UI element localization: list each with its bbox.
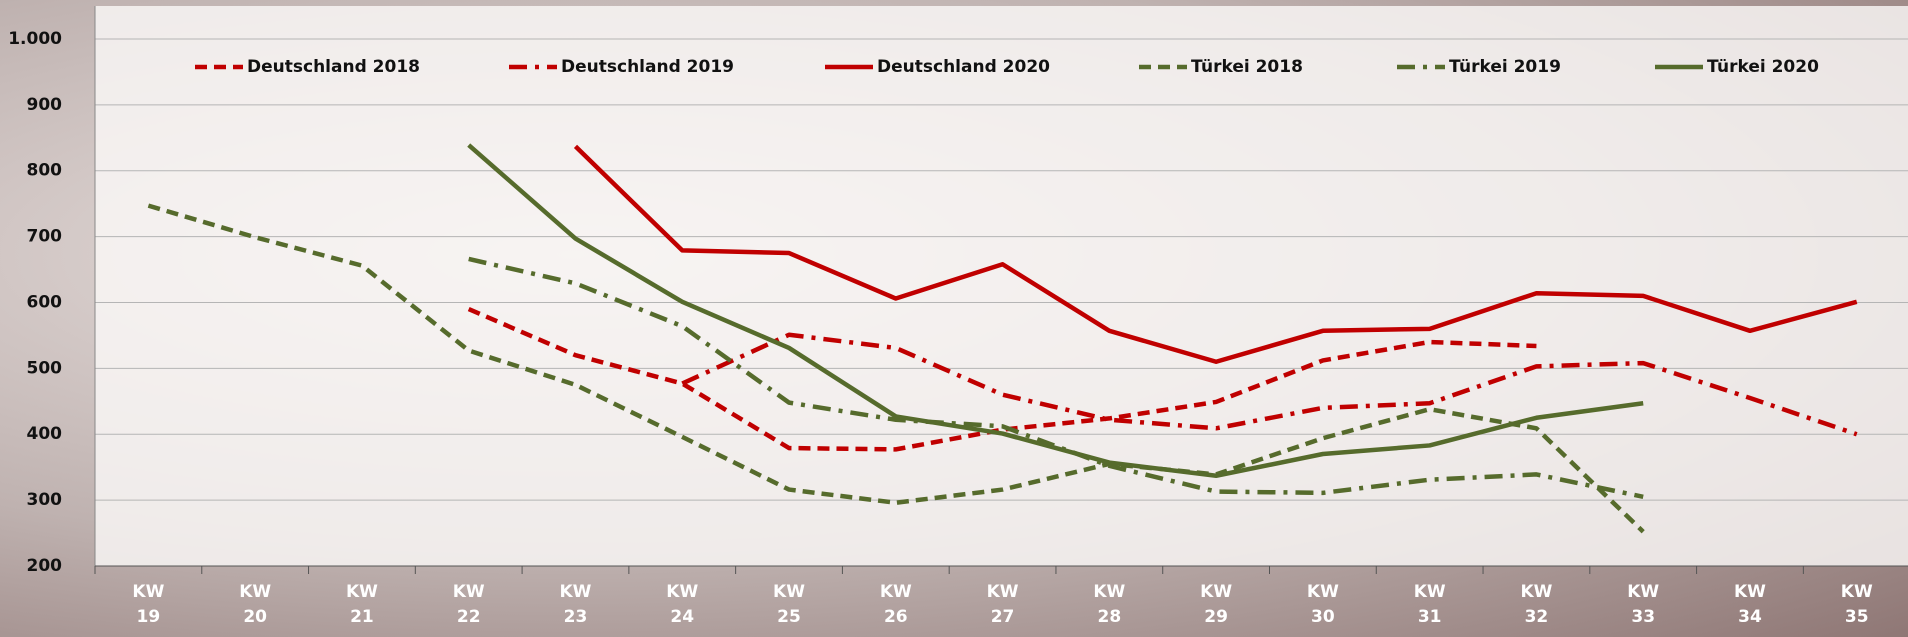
x-tick-label: KW 25 <box>773 582 805 627</box>
y-tick-label: 1.000 <box>8 29 62 49</box>
x-tick-label: KW 29 <box>1200 582 1233 627</box>
series-line <box>467 306 1537 452</box>
x-tick-label: KW 28 <box>1093 582 1126 627</box>
series-line <box>681 332 1858 437</box>
x-tick-label: KW 24 <box>666 582 699 627</box>
series-line <box>573 144 1858 365</box>
x-tick-label: KW 19 <box>132 582 165 627</box>
series-line <box>468 256 1644 500</box>
x-tick-label: KW 27 <box>986 582 1019 627</box>
plot-area <box>95 6 1908 566</box>
series-line <box>147 203 1645 534</box>
x-tick-label: KW 31 <box>1413 582 1446 627</box>
x-tick-label: KW 30 <box>1306 582 1339 627</box>
x-tick-label: KW 23 <box>559 582 592 627</box>
x-tick-label: KW 35 <box>1840 582 1873 627</box>
y-tick-label: 600 <box>27 292 63 312</box>
x-tick-label: KW 20 <box>239 582 272 627</box>
x-tick-label: KW 21 <box>345 582 378 627</box>
series-line <box>467 143 1644 478</box>
y-tick-label: 300 <box>27 490 63 510</box>
x-tick-label: KW 34 <box>1734 582 1766 627</box>
y-tick-label: 700 <box>27 227 63 247</box>
y-tick-label: 200 <box>27 556 63 576</box>
y-tick-label: 400 <box>27 424 63 444</box>
x-tick-label: KW 33 <box>1627 582 1660 627</box>
y-tick-label: 900 <box>27 95 63 115</box>
legend-label: Türkei 2020 <box>1707 57 1819 77</box>
legend-label: Türkei 2019 <box>1449 57 1561 77</box>
legend-label: Deutschland 2020 <box>877 57 1050 77</box>
x-tick-label: KW 32 <box>1520 582 1553 627</box>
y-tick-label: 500 <box>27 358 63 378</box>
x-tick-label: KW 22 <box>452 582 485 627</box>
legend-label: Deutschland 2019 <box>561 57 734 77</box>
y-tick-label: 800 <box>27 161 63 181</box>
x-tick-label: KW 26 <box>879 582 912 627</box>
legend-label: Türkei 2018 <box>1191 57 1303 77</box>
legend-label: Deutschland 2018 <box>247 57 420 77</box>
